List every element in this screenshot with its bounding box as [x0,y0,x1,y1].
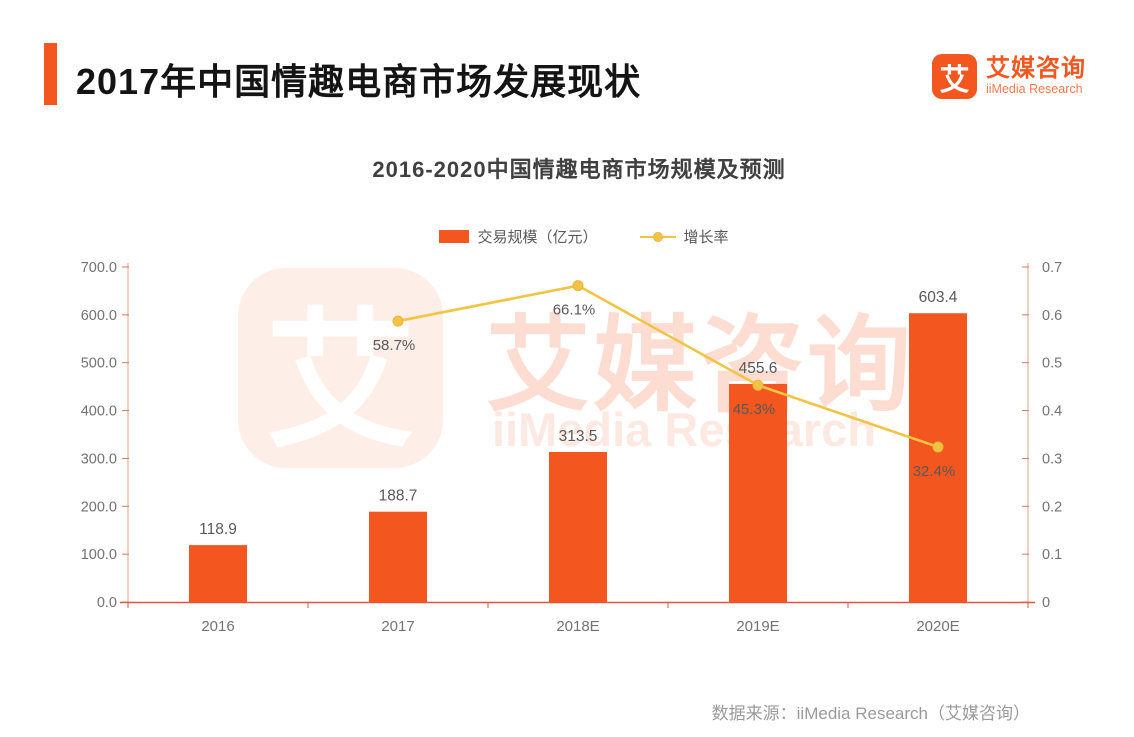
data-source-note: 数据来源：iiMedia Research（艾媒咨询） [711,704,1030,723]
title-accent-bar [44,43,57,105]
iimedia-logo-text: 艾媒咨询 iiMedia Research [986,56,1086,97]
bar-value-label: 603.4 [919,289,958,306]
bar-series-swatch [439,230,470,243]
legend-bar-label: 交易规模（亿元） [477,229,598,246]
iimedia-logo-icon: 艾 [932,54,977,99]
line-marker-2018E [572,280,584,292]
left-axis-tick-label: 200.0 [81,499,117,515]
line-marker-2019E [752,379,764,391]
right-axis-tick-label: 0.6 [1042,308,1062,324]
bar-2016 [189,545,247,602]
brand-name-cn: 艾媒咨询 [986,55,1086,82]
page-title: 2017年中国情趣电商市场发展现状 [76,61,642,102]
right-axis-tick-label: 0 [1042,595,1050,611]
left-axis-tick-label: 300.0 [81,451,117,467]
growth-rate-label: 66.1% [553,302,596,319]
bar-2017 [369,511,427,602]
watermark-logo-icon: 艾 [238,268,443,468]
brand-name-en: iiMedia Research [986,82,1083,96]
legend-line-label: 增长率 [683,229,729,246]
iimedia-logo: 艾 艾媒咨询 iiMedia Research [932,54,1086,99]
growth-rate-label: 58.7% [373,337,416,354]
chart-legend: 交易规模（亿元） 增长率 [0,226,1134,247]
right-axis-tick-label: 0.4 [1042,404,1062,420]
growth-rate-label: 32.4% [913,463,956,480]
right-axis-tick-label: 0.1 [1042,547,1062,563]
bar-2019E [729,383,787,602]
right-axis-tick-label: 0.5 [1042,356,1062,372]
legend-item-line: 增长率 [639,226,729,247]
right-axis-tick-label: 0.3 [1042,451,1062,467]
line-swatch-marker-icon [652,231,663,242]
x-axis-category-label: 2018E [556,618,599,635]
left-axis-tick-label: 700.0 [81,260,117,276]
bar-value-label: 313.5 [559,428,598,445]
x-axis-category-label: 2016 [201,618,234,635]
watermark-text-cn: 艾媒咨询 [486,308,915,424]
line-marker-2017 [392,315,404,327]
left-axis-tick-label: 0.0 [97,595,117,611]
x-axis-category-label: 2017 [381,618,414,635]
bar-value-label: 188.7 [379,488,418,505]
right-axis-tick-label: 0.2 [1042,499,1062,515]
x-axis-category-label: 2019E [736,618,779,635]
left-axis-tick-label: 600.0 [81,308,117,324]
left-axis-tick-label: 500.0 [81,356,117,372]
line-marker-2020E [932,441,944,453]
bar-value-label: 455.6 [739,360,778,377]
watermark-text-en: iiMedia Research [492,403,877,456]
legend-item-bar: 交易规模（亿元） [439,226,598,247]
growth-rate-line [397,284,939,449]
chart-title: 2016-2020中国情趣电商市场规模及预测 [372,157,786,182]
x-axis-category-label: 2020E [916,618,959,635]
bar-2018E [549,451,607,602]
bar-value-label: 118.9 [199,521,237,538]
right-axis-tick-label: 0.7 [1042,260,1062,276]
growth-rate-label: 45.3% [733,401,776,418]
left-axis-tick-label: 100.0 [81,547,117,563]
line-series-swatch [639,231,676,242]
left-axis-tick-label: 400.0 [81,404,117,420]
bar-2020E [909,313,967,602]
